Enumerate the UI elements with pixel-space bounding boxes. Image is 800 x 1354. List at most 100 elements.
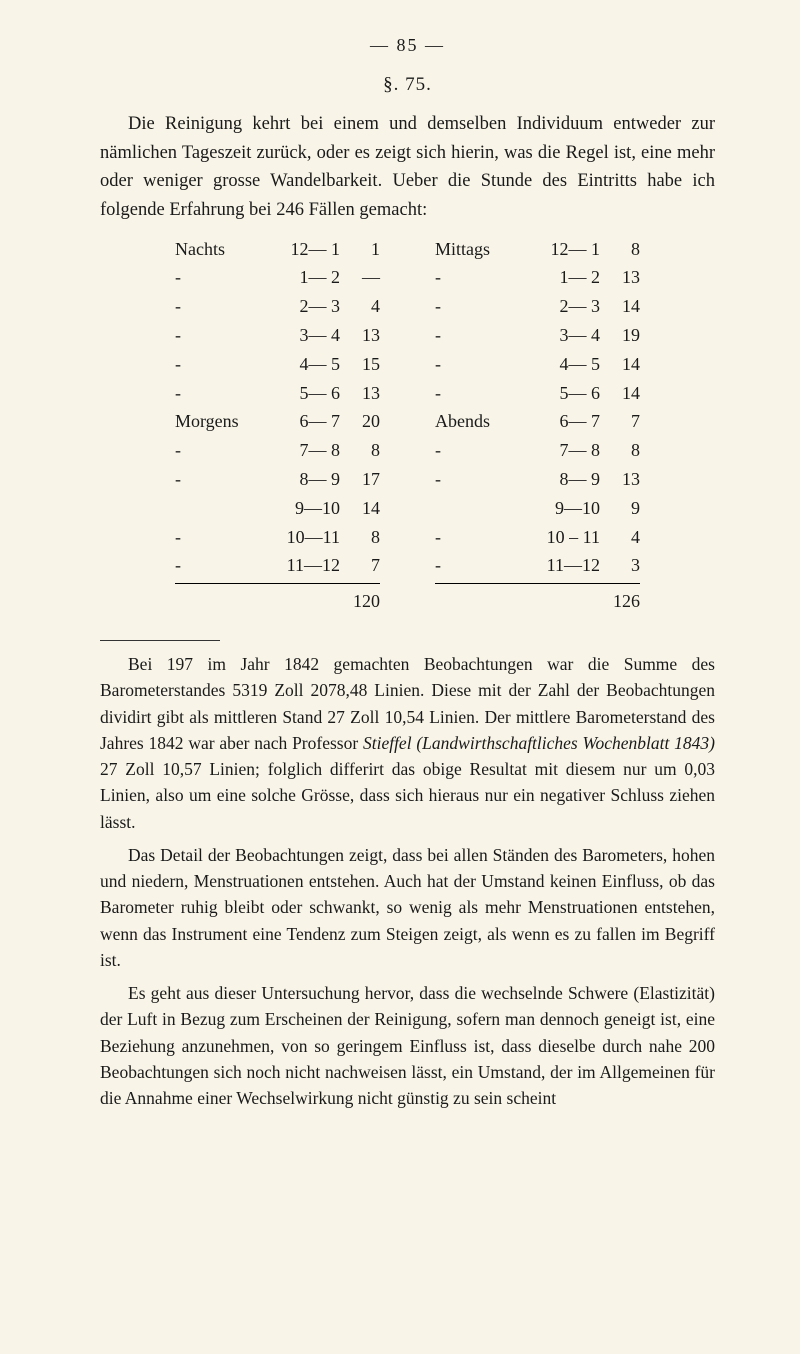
- row-value: 14: [600, 350, 640, 379]
- row-label: Nachts: [175, 235, 260, 264]
- table-row: Mittags12— 18: [435, 235, 640, 264]
- footnote-p1: Bei 197 im Jahr 1842 gemachten Beobachtu…: [100, 651, 715, 835]
- sum-value: 120: [340, 587, 380, 616]
- table-row: -8— 913: [435, 465, 640, 494]
- row-range: 2— 3: [520, 292, 600, 321]
- row-value: 14: [600, 379, 640, 408]
- row-range: 4— 5: [260, 350, 340, 379]
- row-range: 12— 1: [260, 235, 340, 264]
- page-number: — 85 —: [100, 35, 715, 56]
- row-label: -: [435, 350, 520, 379]
- table-row: -7— 88: [435, 436, 640, 465]
- row-range: 11—12: [520, 551, 600, 580]
- row-label: -: [435, 523, 520, 552]
- row-label: -: [175, 350, 260, 379]
- row-label: -: [175, 523, 260, 552]
- table-row: -1— 213: [435, 263, 640, 292]
- row-value: 17: [340, 465, 380, 494]
- table-sum-row: 126: [435, 583, 640, 616]
- row-label: -: [175, 263, 260, 292]
- sum-value: 126: [600, 587, 640, 616]
- table-row: -10—118: [175, 523, 380, 552]
- row-label: -: [175, 379, 260, 408]
- row-range: 8— 9: [260, 465, 340, 494]
- row-value: 1: [340, 235, 380, 264]
- row-range: 1— 2: [520, 263, 600, 292]
- row-label: Morgens: [175, 407, 260, 436]
- row-range: 3— 4: [260, 321, 340, 350]
- row-value: 19: [600, 321, 640, 350]
- table-row: -2— 314: [435, 292, 640, 321]
- row-range: 1— 2: [260, 263, 340, 292]
- table-row: -7— 88: [175, 436, 380, 465]
- table-sum-row: 120: [175, 583, 380, 616]
- row-label: -: [435, 321, 520, 350]
- table-row: 9—1014: [175, 494, 380, 523]
- row-label: -: [175, 292, 260, 321]
- footnote-p1-b: 27 Zoll 10,57 Linien; folglich differirt…: [100, 759, 715, 832]
- table-row: Morgens6— 720: [175, 407, 380, 436]
- row-value: 9: [600, 494, 640, 523]
- table-row: -10 – 114: [435, 523, 640, 552]
- row-value: 3: [600, 551, 640, 580]
- section-heading: §. 75.: [100, 74, 715, 96]
- row-value: —: [340, 263, 380, 292]
- row-label: -: [435, 292, 520, 321]
- row-value: 13: [600, 263, 640, 292]
- table-row: -1— 2—: [175, 263, 380, 292]
- row-label: -: [435, 263, 520, 292]
- table-row: -5— 614: [435, 379, 640, 408]
- row-label: Abends: [435, 407, 520, 436]
- row-value: 8: [600, 436, 640, 465]
- table-row: -3— 413: [175, 321, 380, 350]
- row-range: 7— 8: [260, 436, 340, 465]
- row-label: -: [435, 436, 520, 465]
- table-row: -3— 419: [435, 321, 640, 350]
- footnote-citation: Stieffel (Landwirthschaftliches Wochenbl…: [363, 733, 715, 753]
- table-row: -4— 514: [435, 350, 640, 379]
- time-tables: Nachts12— 11-1— 2—-2— 34-3— 413-4— 515-5…: [100, 235, 715, 616]
- row-range: 10 – 11: [520, 523, 600, 552]
- table-row: -11—127: [175, 551, 380, 580]
- table-row: -11—123: [435, 551, 640, 580]
- row-label: -: [435, 465, 520, 494]
- row-range: 12— 1: [520, 235, 600, 264]
- row-range: 6— 7: [520, 407, 600, 436]
- row-range: 6— 7: [260, 407, 340, 436]
- row-range: 5— 6: [260, 379, 340, 408]
- row-label: [435, 494, 520, 523]
- row-label: -: [435, 379, 520, 408]
- row-label: [175, 494, 260, 523]
- row-value: 14: [340, 494, 380, 523]
- intro-paragraph: Die Reinigung kehrt bei einem und demsel…: [100, 110, 715, 225]
- table-row: Nachts12— 11: [175, 235, 380, 264]
- row-value: 8: [340, 523, 380, 552]
- table-row: -8— 917: [175, 465, 380, 494]
- row-value: 13: [340, 321, 380, 350]
- table-row: -2— 34: [175, 292, 380, 321]
- row-range: 10—11: [260, 523, 340, 552]
- row-label: -: [435, 551, 520, 580]
- table-right: Mittags12— 18-1— 213-2— 314-3— 419-4— 51…: [435, 235, 640, 616]
- row-range: 2— 3: [260, 292, 340, 321]
- row-value: 13: [600, 465, 640, 494]
- row-value: 4: [600, 523, 640, 552]
- row-value: 8: [600, 235, 640, 264]
- row-label: -: [175, 551, 260, 580]
- row-label: -: [175, 465, 260, 494]
- footnote-p2: Das Detail der Beobachtungen zeigt, dass…: [100, 842, 715, 973]
- row-range: 5— 6: [520, 379, 600, 408]
- row-label: Mittags: [435, 235, 520, 264]
- table-row: -4— 515: [175, 350, 380, 379]
- row-value: 14: [600, 292, 640, 321]
- row-label: -: [175, 321, 260, 350]
- row-label: -: [175, 436, 260, 465]
- row-range: 3— 4: [520, 321, 600, 350]
- row-range: 11—12: [260, 551, 340, 580]
- row-value: 7: [340, 551, 380, 580]
- table-row: Abends6— 77: [435, 407, 640, 436]
- row-value: 4: [340, 292, 380, 321]
- row-value: 15: [340, 350, 380, 379]
- table-row: 9—109: [435, 494, 640, 523]
- row-value: 7: [600, 407, 640, 436]
